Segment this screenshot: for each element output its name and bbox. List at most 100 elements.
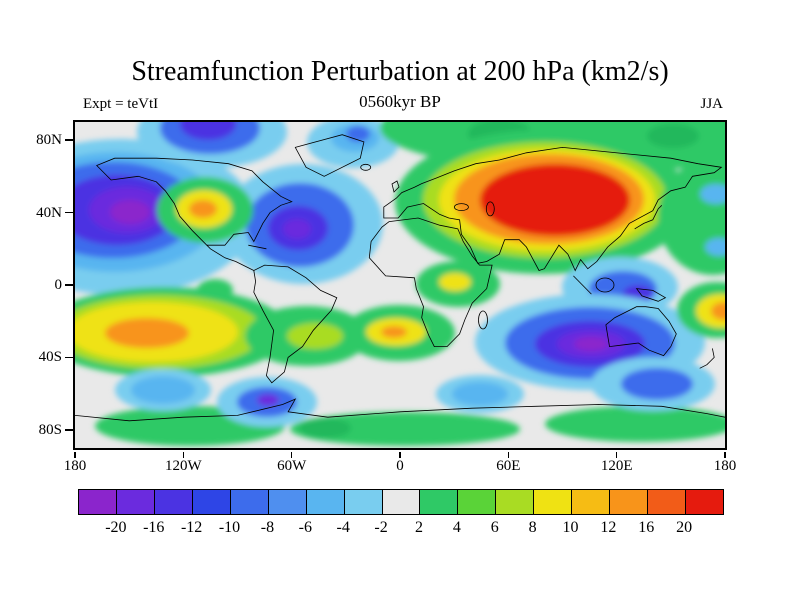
anomaly-southeast-pacific-low [115,369,211,411]
coastline-iceland [360,163,372,171]
colorbar-cell [572,490,611,514]
map-plot-area [73,120,727,450]
anomaly-drake-passage-low [217,377,317,427]
colorbar-tick-label: 2 [414,519,423,536]
y-axis-tick-label: 40S [38,349,62,366]
colorbar-cell [686,490,723,514]
y-axis-tick [65,139,73,141]
y-axis-tick-label: 0 [54,277,63,293]
coastline-greenland [294,134,365,177]
y-axis-tick-label: 80S [38,421,62,438]
x-axis-tick-label: 0 [396,458,404,474]
anomaly-south-atlantic-high [343,305,455,361]
x-axis-tick [724,452,726,458]
coastline-sumatra [573,275,592,295]
colorbar-tick-label: -16 [143,519,165,536]
coastline-japan [634,205,663,230]
colorbar-tick-label: 4 [452,519,461,536]
colorbar-tick-label: 16 [638,519,655,536]
colorbar-tick-label: 6 [490,519,499,536]
colorbar-cell [610,490,649,514]
anomaly-south-of-australia-low [591,357,715,411]
coastline-new-zealand [699,348,715,369]
coastline-central-america [206,244,254,271]
coastline-australia [605,306,677,357]
filled-contours [75,122,725,446]
colorbar [78,489,724,515]
colorbar-cell [648,490,686,514]
x-axis-tick [399,452,401,458]
colorbar-cell [154,490,193,514]
y-axis-tick [65,429,73,431]
colorbar-cell [382,490,421,514]
colorbar-cell [192,490,231,514]
anomaly-south-pacific-high [75,287,290,377]
coastline-south-america [253,264,338,384]
coastline-borneo [595,277,615,293]
coastline-africa [368,217,493,347]
coastline-caspian-sea [485,201,495,217]
colorbar-cell [458,490,497,514]
colorbar-tick-label: 12 [600,519,617,536]
x-axis-tick-label: 60W [277,458,307,474]
colorbar-tick-label: -6 [298,519,312,536]
coastline-north-america [95,157,293,246]
colorbar-tick-label: 10 [562,519,579,536]
coastline-eurasia [383,146,723,272]
anomaly-antarctic-coastal-high-band [95,406,725,446]
colorbar-cell [420,490,459,514]
anomaly-canadian-arctic-low [137,122,287,168]
colorbar-tick-label: -12 [180,519,203,536]
y-axis-tick-label: 40N [36,204,62,221]
coastline-madagascar [478,310,488,330]
chart-subtitle: 0560kyr BP [359,92,441,111]
anomaly-greenland-low [307,122,399,168]
colorbar-tick-label: 8 [528,519,537,536]
chart-title: Streamfunction Perturbation at 200 hPa (… [131,56,669,87]
coastline-black-sea [453,203,469,211]
anomaly-north-america-high [157,177,253,243]
anomaly-central-asia-high [395,130,691,274]
coastline-new-guinea [635,288,667,302]
x-axis-tick-label: 120W [164,458,202,474]
colorbar-tick-label: -10 [218,519,241,536]
colorbar-tick-label: -20 [105,519,127,536]
colorbar-cell [306,490,345,514]
colorbar-cell [268,490,307,514]
colorbar-tick-label: -2 [374,519,388,536]
anomaly-southwest-pacific-high [677,282,725,338]
colorbar-tick-label: -8 [260,519,275,536]
colorbar-cell [534,490,573,514]
anomaly-northwest-atlantic-low [223,164,383,284]
x-axis-tick [290,452,293,458]
x-axis-tick [74,452,76,458]
colorbar-cell [496,490,535,514]
colorbar-cell [230,490,269,514]
colorbar-tick-label: 20 [676,519,693,536]
experiment-label: Expt = teVtI [83,96,159,112]
coastline-antarctica [75,398,725,422]
y-axis-tick [65,211,73,214]
anomaly-south-of-africa-low [436,375,524,413]
anomaly-south-america-high [245,306,369,366]
x-axis-tick-label: 180 [63,458,87,474]
season-label: JJA [700,96,723,112]
colorbar-cell [79,490,117,514]
x-axis-tick-label: 60E [496,458,521,474]
colorbar-cell [344,490,383,514]
anomaly-northwest-pacific-green [658,159,725,275]
colorbar-cell [116,490,155,514]
coastline-britain [391,180,400,193]
x-axis-tick [615,452,618,458]
x-axis-tick [507,452,510,458]
anomaly-equatorial-africa-high [416,261,500,307]
x-axis-tick-label: 120E [600,458,633,474]
coastline-cuba [248,244,267,250]
x-axis-tick [182,452,185,458]
colorbar-tick-label: -4 [336,519,350,536]
y-axis-tick [65,284,73,286]
y-axis-tick [65,356,73,359]
contour-map-svg [75,122,725,448]
y-axis-tick-label: 80N [36,132,62,149]
